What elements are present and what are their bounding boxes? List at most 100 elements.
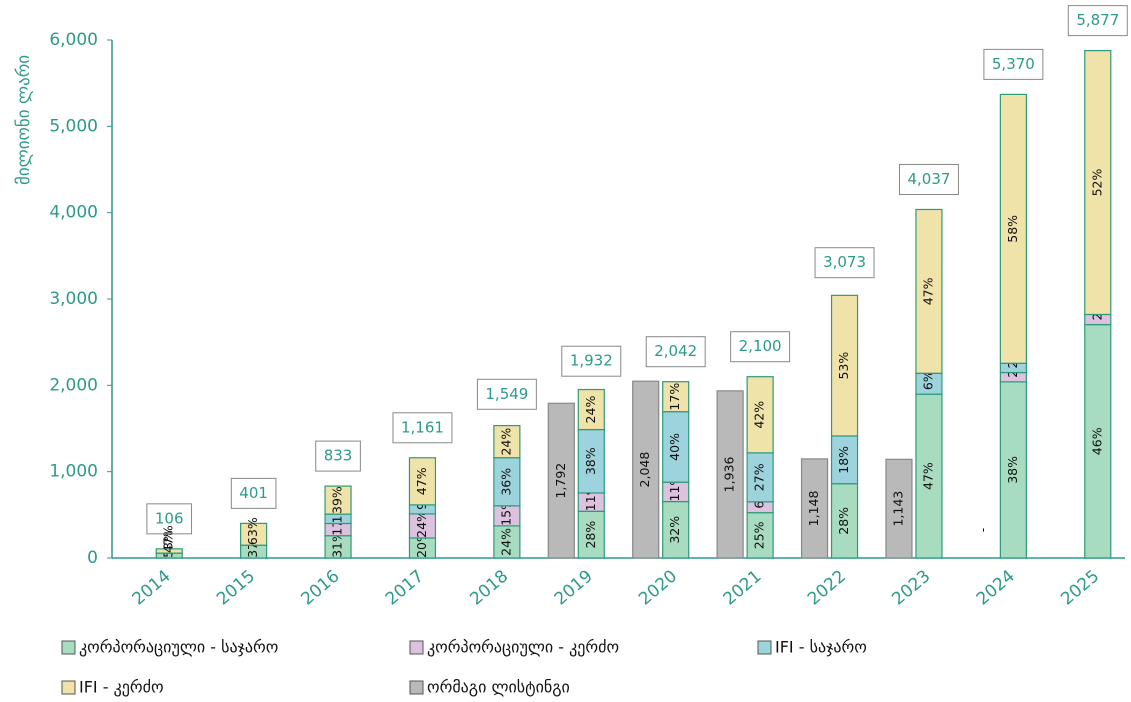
segment-label: 32% [667, 516, 682, 544]
dual-listing-label: 1,148 [806, 491, 821, 527]
y-tick-label: 4,000 [49, 203, 98, 223]
legend-swatch [409, 680, 424, 695]
x-tick-label: 2015 [213, 566, 259, 609]
dual-listing-bar [716, 390, 744, 559]
segment-label: 46% [1089, 427, 1104, 455]
segment-label: 42% [752, 401, 767, 429]
total-label: 1,161 [401, 418, 444, 436]
x-tick-label: 2017 [382, 566, 428, 609]
bar-segment [746, 512, 774, 559]
total-label: 1,549 [485, 385, 528, 403]
total-label: 1,932 [570, 352, 613, 370]
segment-label: 58% [1005, 215, 1020, 243]
segment-label: 63% [245, 517, 260, 545]
total-label: 3,073 [823, 253, 866, 271]
dual-listing-label: 1,792 [553, 463, 568, 499]
total-box [230, 477, 277, 509]
segment-label: 52% [1089, 169, 1104, 197]
y-tick-label: 1,000 [49, 462, 98, 482]
segment-label: 28% [836, 507, 851, 535]
y-axis-label: მილიონი ლარი [14, 55, 34, 185]
dual-listing-label: 1,936 [722, 456, 737, 492]
segment-label: 40% [667, 433, 682, 461]
bar-segment [662, 381, 690, 413]
bar-segment [240, 522, 268, 546]
dual-listing-bar [547, 402, 575, 559]
segment-label: 39% [330, 486, 345, 514]
total-label: 401 [239, 484, 268, 502]
legend-label: IFI - საჯარო [775, 638, 867, 657]
total-label: 4,037 [907, 170, 950, 188]
total-label: 2,042 [654, 342, 697, 360]
segment-label: 18% [836, 446, 851, 474]
total-box [146, 503, 193, 535]
segment-label: 38% [1005, 456, 1020, 484]
segment-label: 47% [161, 525, 176, 553]
bar-segment [577, 510, 605, 559]
bar-segment [1084, 50, 1112, 316]
x-tick-label: 2019 [551, 566, 597, 609]
bar-segment [493, 457, 521, 507]
dual-listing-label: 1,143 [890, 491, 905, 527]
y-tick-label: 3,000 [49, 289, 98, 309]
total-label: 5,877 [1076, 11, 1119, 29]
total-label: 106 [155, 509, 184, 527]
total-box [814, 247, 875, 279]
total-box [898, 163, 959, 195]
dual-listing-label: - [975, 528, 990, 533]
bar-segment [155, 548, 183, 554]
x-tick-label: 2021 [720, 566, 766, 609]
bar-segment [830, 483, 859, 559]
bar-segment [746, 452, 774, 503]
segment-label: 53% [836, 352, 851, 380]
bar-segment [999, 381, 1027, 559]
bar-segment [915, 393, 943, 559]
total-label: 833 [324, 447, 353, 465]
bar-segment [830, 294, 859, 437]
x-tick-label: 2014 [129, 566, 175, 609]
total-box [561, 345, 622, 377]
bar-segment [324, 485, 352, 515]
segment-label: 24% [498, 528, 513, 556]
bar-segment [999, 93, 1027, 364]
segment-label: 31% [330, 530, 345, 558]
total-box [392, 412, 453, 444]
bar-segment [577, 428, 605, 494]
x-tick-label: 2023 [888, 566, 934, 609]
total-box [730, 331, 791, 363]
dual-listing-label: 2,048 [637, 452, 652, 488]
legend-label: ორმაგი ლისტინგი [427, 678, 570, 697]
total-box [645, 336, 706, 368]
segment-label: 38% [583, 447, 598, 475]
segment-label: 24% [583, 396, 598, 424]
legend-label: კორპორაციული - საჯარო [79, 638, 278, 657]
y-tick-label: 6,000 [49, 30, 98, 50]
segment-label: 28% [583, 521, 598, 549]
total-label: 2,100 [739, 337, 782, 355]
total-box [1067, 5, 1128, 37]
segment-label: 6% [920, 370, 935, 390]
x-tick-label: 2018 [466, 566, 512, 609]
bar-segment [915, 208, 943, 374]
x-tick-label: 2016 [297, 566, 343, 609]
bar-segment [493, 425, 521, 459]
segment-label: 24% [498, 428, 513, 456]
bar-segment [408, 513, 437, 539]
dual-listing-bar [632, 380, 660, 559]
segment-label: 47% [920, 462, 935, 490]
bar-segment [408, 457, 437, 506]
segment-label: 24% [414, 510, 429, 538]
bar-segment [746, 376, 774, 454]
dual-listing-bar [885, 458, 913, 559]
total-box [983, 48, 1044, 80]
legend-swatch [61, 680, 76, 695]
x-tick-label: 2024 [973, 566, 1019, 609]
x-tick-label: 2020 [635, 566, 681, 609]
segment-label: 36% [498, 468, 513, 496]
y-tick-label: 0 [87, 548, 98, 568]
y-tick-label: 5,000 [49, 116, 98, 136]
total-box [476, 378, 537, 410]
legend-label: კორპორაციული - კერძო [427, 638, 619, 657]
bar-segment [662, 411, 690, 483]
